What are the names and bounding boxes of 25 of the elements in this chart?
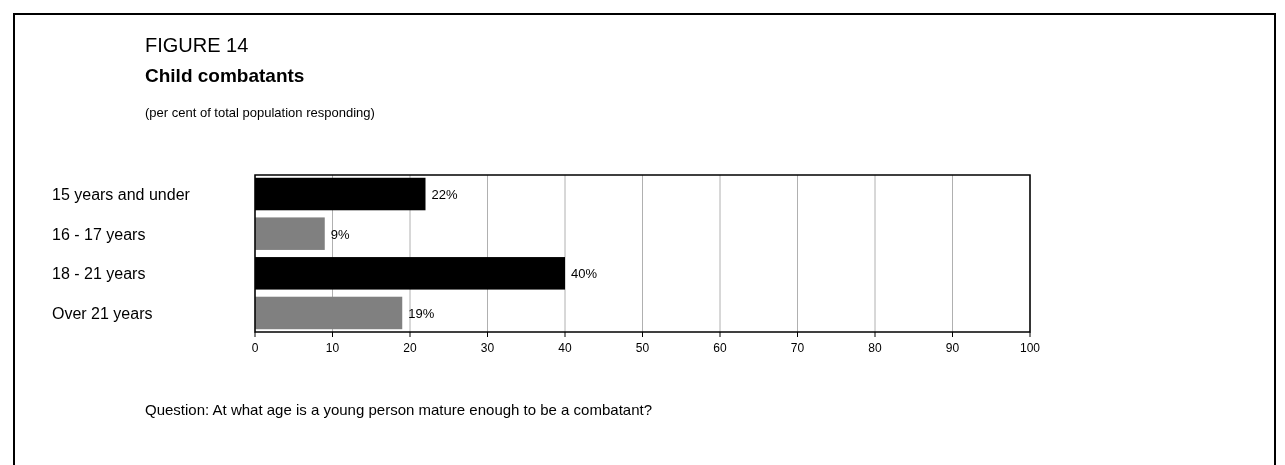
data-label: 40%: [571, 266, 598, 282]
x-tick-label: 70: [790, 341, 805, 355]
x-tick-label: 50: [635, 341, 650, 355]
data-label: 22%: [431, 187, 458, 203]
y-tick-label: 18 - 21 years: [52, 265, 146, 283]
caption: FIGURE 14: [145, 34, 249, 56]
x-tick-label: 20: [403, 341, 417, 355]
x-tick-label: 90: [945, 341, 960, 355]
y-tick-label: 15 years and under: [52, 186, 191, 204]
bar: [255, 217, 325, 250]
x-tick-label: 100: [1019, 341, 1041, 355]
x-tick-label: 0: [251, 341, 259, 355]
x-tick-label: 30: [480, 341, 495, 355]
x-tick-label: 40: [558, 341, 572, 355]
data-label: 9%: [330, 226, 350, 242]
x-tick-label: 10: [325, 341, 340, 355]
chart-subtitle: (per cent of total population responding): [145, 105, 375, 120]
data-label: 19%: [408, 305, 435, 321]
x-tick-label: 80: [868, 341, 882, 355]
y-tick-label: 16 - 17 years: [52, 225, 146, 243]
chart-title: Child combatants: [145, 65, 305, 86]
x-tick-label: 60: [713, 341, 727, 355]
bar: [255, 296, 403, 330]
y-tick-label: Over 21 years: [52, 304, 153, 322]
text: Question: At what age is a young person mature enough to be a combatant?: [145, 401, 653, 418]
